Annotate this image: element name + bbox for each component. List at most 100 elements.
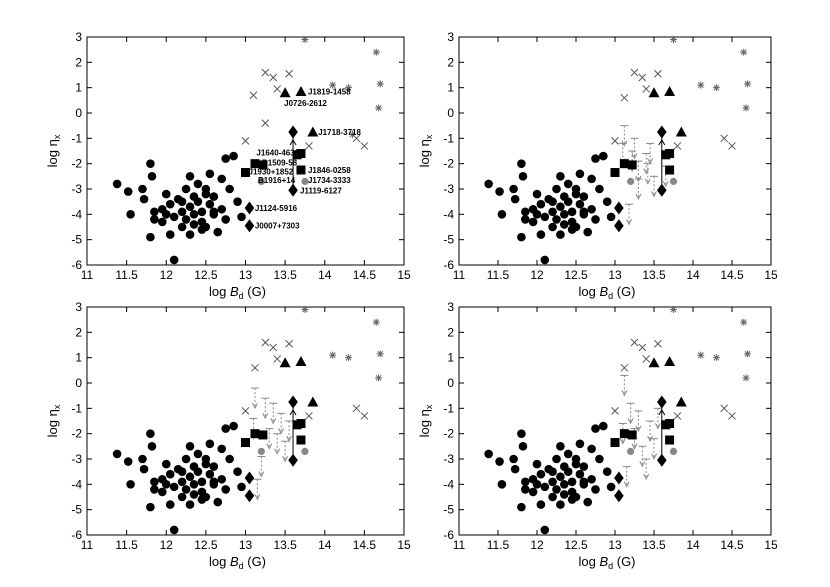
upper-limit-arrowhead <box>627 418 634 425</box>
y-tick-label: -1 <box>71 401 82 415</box>
circle-point <box>237 212 246 222</box>
square-point <box>619 159 629 169</box>
circle-point <box>197 225 207 234</box>
star-point <box>670 306 677 314</box>
circle-point <box>548 492 557 502</box>
x-axis-label: log Bd (G) <box>578 284 635 301</box>
square-point <box>296 165 306 175</box>
cross-point <box>620 363 629 372</box>
diamond-point <box>288 395 298 409</box>
diamond-point <box>288 453 298 467</box>
square-point <box>250 159 260 169</box>
circle-point <box>189 220 199 229</box>
circle-point <box>560 220 569 229</box>
circle-point <box>579 192 589 201</box>
circle-point <box>495 187 504 196</box>
circle-point <box>497 210 507 219</box>
circle-point <box>599 421 608 431</box>
diamond-point <box>244 219 255 233</box>
upper-limit-arrowhead <box>651 191 657 198</box>
upper-limit-arrowhead <box>621 140 628 147</box>
star-point <box>375 104 383 112</box>
circle-point <box>150 477 159 487</box>
y-axis-label: log ηx <box>45 134 62 167</box>
circle-point <box>193 467 203 476</box>
cross-point <box>638 343 647 352</box>
star-point <box>329 81 337 89</box>
circle-point <box>138 454 147 464</box>
star-point <box>740 318 748 326</box>
star-point <box>375 374 383 382</box>
point-label: B1916+14 <box>258 176 296 185</box>
circle-point <box>229 151 238 161</box>
circle-point <box>532 480 542 489</box>
y-tick-label: -5 <box>443 233 454 247</box>
y-tick-label: 0 <box>75 106 82 120</box>
x-tick-label: 12.5 <box>194 538 218 552</box>
circle-point <box>197 477 207 487</box>
circle-point <box>217 474 227 484</box>
circle-point <box>536 500 546 509</box>
square-point <box>258 160 268 170</box>
circle-point <box>521 215 530 224</box>
upper-limit-arrowhead <box>266 443 273 450</box>
upper-limit-arrowhead <box>270 418 277 425</box>
x-tick-label: 11 <box>81 268 94 282</box>
x-tick-label: 15 <box>764 268 778 282</box>
circle-point <box>567 207 577 217</box>
circle-point <box>583 497 592 507</box>
x-tick-label: 12 <box>530 268 544 282</box>
circle-point <box>189 210 199 219</box>
circle-point <box>147 172 157 181</box>
cross-point <box>720 134 729 143</box>
upper-limit-arrowhead <box>643 168 650 175</box>
x-tick-label: 12.5 <box>564 538 588 552</box>
star-point <box>345 354 353 362</box>
cross-point <box>611 137 619 145</box>
cross-point <box>720 404 729 413</box>
circle-point <box>193 179 203 189</box>
upper-limit-arrowhead <box>258 471 265 478</box>
y-axis-label: log ηx <box>45 404 62 437</box>
x-tick-label: 13 <box>608 538 622 552</box>
square-point <box>627 160 637 170</box>
square-point <box>241 168 250 178</box>
y-axis-label: log ηx <box>417 134 434 167</box>
circle-point <box>177 467 187 476</box>
circle-point <box>209 462 219 471</box>
circle-point <box>521 485 530 494</box>
star-point <box>376 80 384 88</box>
circle-point <box>209 192 219 201</box>
square-point <box>241 438 250 448</box>
y-tick-label: 0 <box>75 376 82 390</box>
cross-point <box>630 338 639 347</box>
cross-point <box>241 407 250 415</box>
point-label: J0726-2612 <box>284 99 327 108</box>
circle-point <box>185 472 195 482</box>
grey-circle-point <box>257 177 265 185</box>
triangle-point <box>675 396 687 407</box>
cross-point <box>611 407 619 415</box>
circle-point <box>185 442 195 451</box>
y-tick-label: -4 <box>443 207 454 221</box>
cross-point <box>305 142 313 150</box>
circle-point <box>169 255 179 265</box>
triangle-point <box>648 357 660 368</box>
circle-point <box>150 207 159 217</box>
y-tick-label: -6 <box>443 528 454 542</box>
circle-point <box>225 184 234 194</box>
y-tick-label: 2 <box>75 325 82 339</box>
circle-point <box>591 154 600 163</box>
circle-point <box>165 500 175 509</box>
upper-limit-arrowhead <box>639 461 646 468</box>
circle-point <box>602 197 612 206</box>
diamond-point <box>657 183 667 197</box>
circle-point <box>205 199 215 209</box>
star-point <box>744 350 752 358</box>
circle-point <box>205 169 215 179</box>
diamond-point <box>657 125 667 139</box>
circle-point <box>221 215 230 224</box>
cross-point <box>269 73 278 82</box>
upper-limit-arrowhead <box>286 435 293 443</box>
